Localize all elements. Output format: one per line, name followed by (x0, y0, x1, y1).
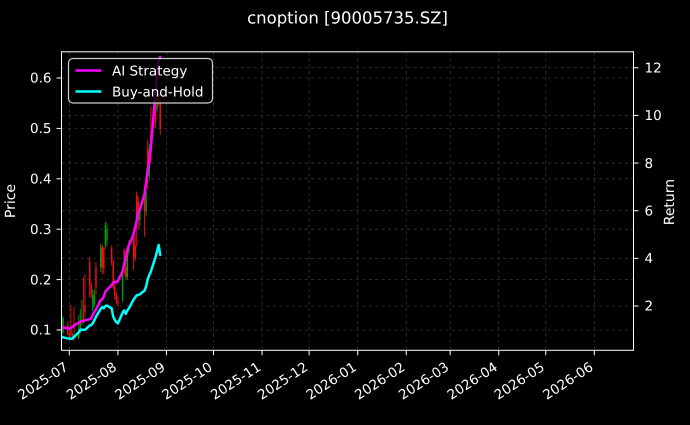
candle-body (112, 261, 114, 287)
price-tick-label: 0.2 (30, 272, 51, 288)
candle-body (146, 148, 149, 176)
return-tick-label: 12 (645, 60, 662, 76)
price-tick-label: 0.3 (30, 222, 51, 238)
price-tick-label: 0.4 (30, 171, 51, 187)
legend: AI Strategy Buy-and-Hold (67, 57, 214, 104)
candle-body (77, 332, 80, 339)
candle-body (110, 248, 113, 262)
candle-body (70, 329, 72, 336)
candle-body (104, 225, 107, 246)
legend-box (67, 57, 214, 104)
candle-body (88, 261, 91, 285)
candle-body (125, 266, 127, 278)
right-axis-label: Return (662, 179, 678, 225)
axes-spines (61, 51, 634, 351)
candle-body (145, 192, 147, 212)
candle-body (134, 245, 136, 259)
candle-body (126, 251, 129, 278)
grid-lines (61, 51, 634, 351)
return-tick-label: 6 (645, 203, 654, 219)
candle-body (95, 266, 97, 288)
candle-body (84, 304, 86, 313)
candle-body (93, 295, 96, 305)
candle-body (117, 300, 119, 304)
candle-body (68, 333, 71, 338)
candle-body (99, 248, 102, 267)
candle-body (135, 193, 138, 222)
left-axis-label: Price (3, 184, 19, 218)
price-tick-label: 0.6 (30, 71, 51, 87)
candle-body (106, 229, 108, 241)
tick-marks (56, 67, 639, 356)
candle-body (79, 323, 82, 333)
candle-body (154, 105, 157, 122)
buy-and-hold-line (61, 243, 162, 341)
candle-body (82, 317, 85, 321)
return-tick-label: 8 (645, 156, 654, 172)
candle-body (101, 246, 103, 267)
legend-label: Buy-and-Hold (112, 84, 203, 100)
ai-strategy-line (61, 55, 162, 331)
candle-body (62, 318, 64, 333)
candle-body (92, 293, 94, 310)
candle-body (121, 274, 124, 300)
candle-body (123, 250, 125, 267)
return-tick-label: 4 (645, 251, 654, 267)
candle-body (90, 284, 93, 294)
legend-label: AI Strategy (112, 63, 187, 79)
candle-body (115, 295, 118, 301)
candle-body (114, 286, 116, 296)
price-tick-label: 0.5 (30, 121, 51, 137)
return-tick-label: 10 (645, 108, 662, 124)
candle-body (132, 239, 135, 258)
candle-body (103, 248, 105, 269)
candle-body (139, 209, 141, 221)
candle-body (143, 188, 146, 212)
chart-title: cnoption [90005735.SZ] (247, 9, 448, 28)
return-tick-label: 2 (645, 299, 654, 315)
candle-body (159, 100, 161, 129)
price-tick-label: 0.1 (30, 323, 51, 339)
